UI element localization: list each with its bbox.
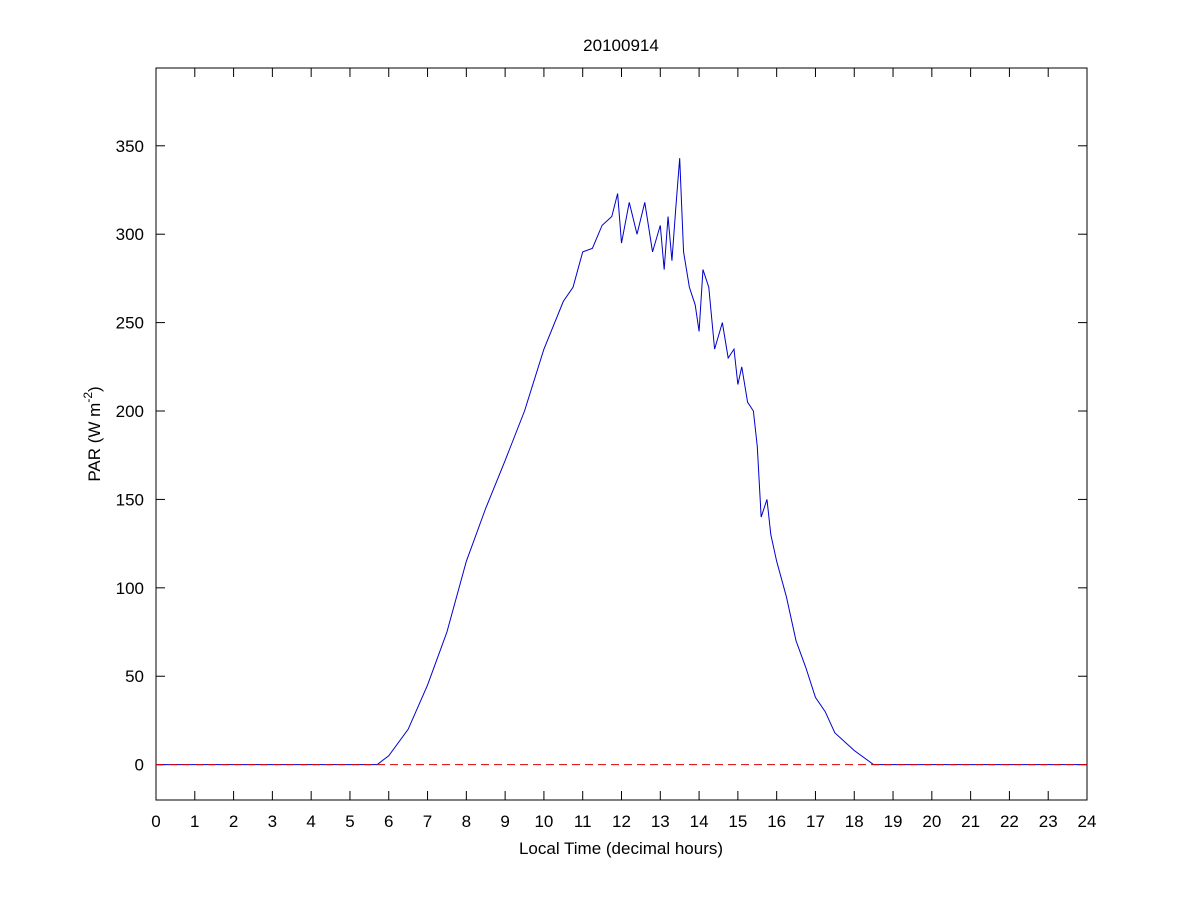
x-tick-label: 18: [845, 812, 864, 831]
x-tick-label: 6: [384, 812, 393, 831]
x-tick-label: 2: [229, 812, 238, 831]
x-tick-label: 20: [922, 812, 941, 831]
chart-title: 20100914: [583, 36, 659, 55]
x-tick-label: 8: [462, 812, 471, 831]
x-tick-label: 9: [500, 812, 509, 831]
x-tick-label: 16: [767, 812, 786, 831]
x-tick-label: 14: [690, 812, 709, 831]
y-label-text: PAR (W m: [85, 403, 104, 482]
y-tick-label: 350: [116, 137, 144, 156]
y-tick-label: 0: [135, 756, 144, 775]
x-tick-label: 0: [151, 812, 160, 831]
y-tick-label: 150: [116, 490, 144, 509]
y-tick-label: 200: [116, 402, 144, 421]
x-tick-label: 12: [612, 812, 631, 831]
y-axis-label: PAR (W m-2): [81, 386, 104, 481]
x-tick-label: 11: [574, 812, 592, 831]
x-tick-label: 22: [1000, 812, 1019, 831]
y-tick-label: 250: [116, 314, 144, 333]
x-axis-label: Local Time (decimal hours): [519, 839, 723, 858]
y-tick-label: 50: [125, 667, 144, 686]
x-tick-label: 21: [961, 812, 980, 831]
x-tick-label: 5: [345, 812, 354, 831]
x-tick-label: 19: [884, 812, 903, 831]
x-tick-label: 23: [1039, 812, 1058, 831]
series-line: [156, 158, 1087, 766]
x-tick-label: 15: [728, 812, 747, 831]
x-tick-label: 3: [268, 812, 277, 831]
x-tick-label: 7: [423, 812, 432, 831]
x-tick-label: 1: [190, 812, 199, 831]
x-tick-label: 24: [1078, 812, 1097, 831]
y-label-tail: ): [85, 386, 104, 392]
y-tick-label: 300: [116, 225, 144, 244]
y-label-sup: -2: [81, 392, 95, 403]
x-tick-label: 10: [534, 812, 553, 831]
x-tick-label: 13: [651, 812, 670, 831]
y-tick-label: 100: [116, 579, 144, 598]
x-tick-label: 17: [806, 812, 825, 831]
x-tick-label: 4: [306, 812, 315, 831]
